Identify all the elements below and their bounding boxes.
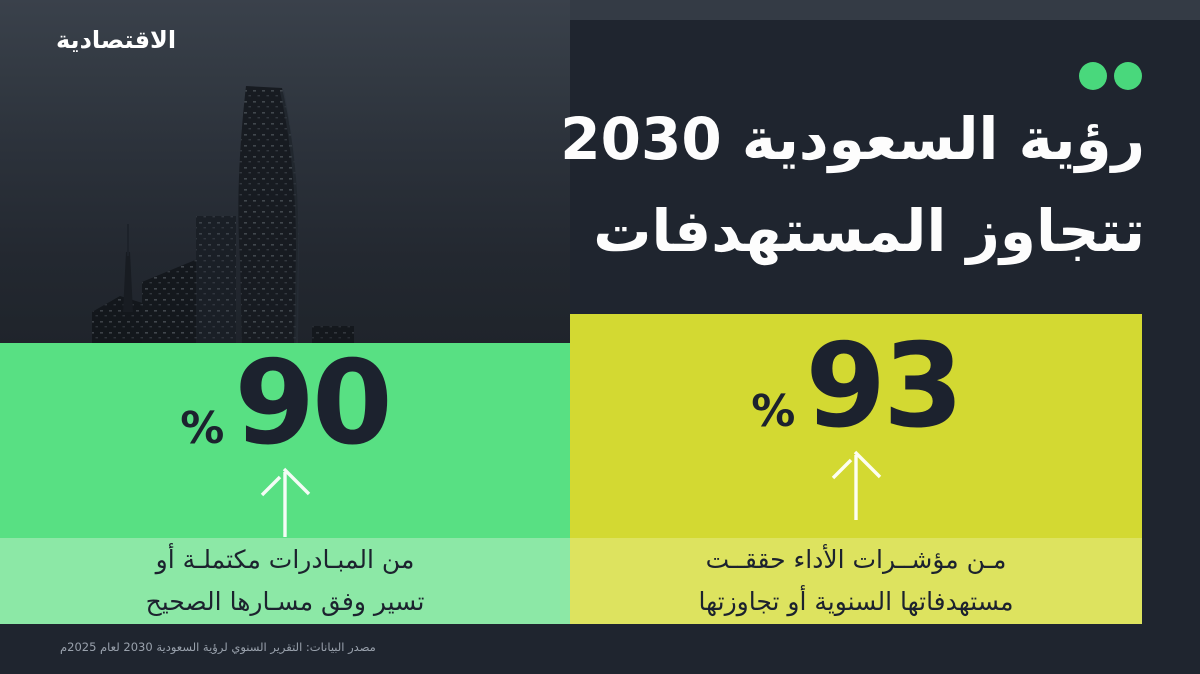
skyline-photo <box>0 0 570 345</box>
stat-kpis-percent-sign: % <box>751 386 796 437</box>
page-title-line2: تتجاوز المستهدفات <box>593 196 1145 265</box>
accent-dots <box>1079 62 1142 90</box>
stat-kpis: 93 % <box>751 319 964 454</box>
stat-panel-initiatives: 90 % <box>0 343 570 538</box>
stat-initiatives-desc-line1: من المبـادرات مكتملـة أو <box>155 545 415 574</box>
stat-kpis-desc-line2: مستهدفاتها السنوية أو تجاوزتها <box>698 587 1014 616</box>
stat-initiatives-percent-sign: % <box>180 403 225 454</box>
stat-initiatives-desc-line2: تسير وفق مسـارها الصحيح <box>145 587 425 616</box>
green-dot-icon <box>1114 62 1142 90</box>
up-arrow-icon <box>253 464 317 538</box>
stat-initiatives: 90 % <box>180 336 393 471</box>
green-dot-icon <box>1079 62 1107 90</box>
data-source-note: مصدر البيانات: التقرير السنوي لرؤية السع… <box>60 640 376 654</box>
stat-initiatives-description: من المبـادرات مكتملـة أو تسير وفق مسـاره… <box>0 538 570 624</box>
stat-panel-kpis: 93 % <box>570 314 1142 538</box>
brand-logo: الاقتصادية <box>56 26 177 54</box>
page-title-line1: رؤية السعودية 2030 <box>560 105 1145 173</box>
page-title: رؤية السعودية 2030 تتجاوز المستهدفات <box>485 94 1145 277</box>
stat-initiatives-value: 90 <box>234 336 392 471</box>
stat-kpis-value: 93 <box>805 319 963 454</box>
skyline-buildings-illustration <box>92 86 354 345</box>
up-arrow-icon <box>824 447 888 521</box>
stat-kpis-description: مـن مؤشــرات الأداء حققــت مستهدفاتها ال… <box>570 538 1142 624</box>
stat-kpis-desc-line1: مـن مؤشــرات الأداء حققــت <box>705 545 1007 574</box>
